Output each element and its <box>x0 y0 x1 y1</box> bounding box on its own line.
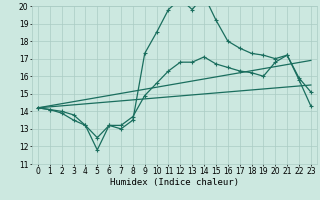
X-axis label: Humidex (Indice chaleur): Humidex (Indice chaleur) <box>110 178 239 187</box>
